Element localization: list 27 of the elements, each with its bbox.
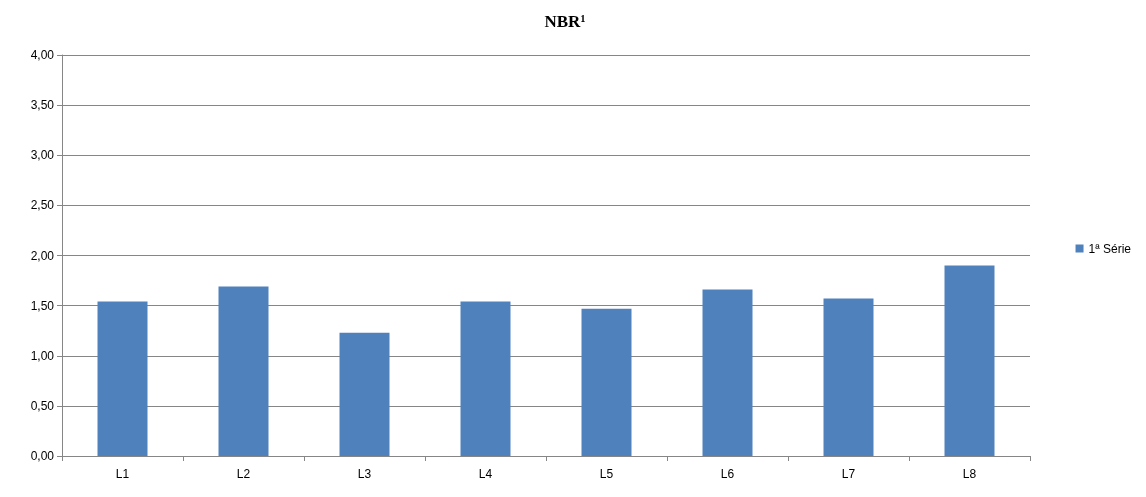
bar [702,289,753,456]
x-tick-label: L2 [236,467,251,481]
bar [581,308,632,456]
bar [823,298,874,456]
bar [944,265,995,456]
y-tick-label: 2,50 [30,198,55,213]
y-tick-label: 0,00 [30,449,55,463]
chart-title: NBR¹ [544,12,586,31]
legend-label: 1ª Série [1088,241,1132,256]
bar [97,301,148,456]
bar [339,332,390,456]
x-tick-label: L7 [841,467,856,481]
y-tick-label: 0,50 [30,398,55,413]
x-tick-label: L4 [478,467,493,481]
y-tick-label: 3,00 [30,148,55,163]
bar [218,286,269,456]
y-tick-label: 1,00 [30,348,55,363]
x-tick-label: L8 [962,467,977,481]
x-tick-label: L3 [357,467,372,481]
x-tick-label: L1 [115,467,130,481]
x-tick-label: L5 [599,467,614,481]
y-tick-label: 3,50 [30,98,55,113]
y-tick-label: 4,00 [30,48,55,62]
bar [460,301,511,456]
y-tick-label: 1,50 [30,298,55,313]
x-tick-label: L6 [720,467,735,481]
y-tick-label: 2,00 [30,248,55,263]
